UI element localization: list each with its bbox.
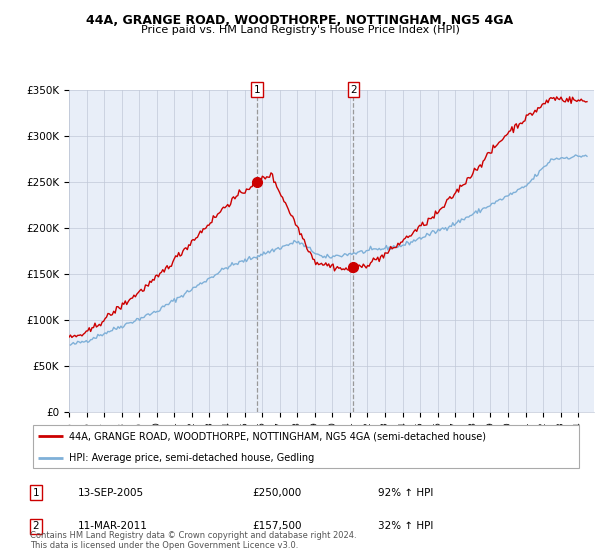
Text: 32% ↑ HPI: 32% ↑ HPI [378, 521, 433, 531]
Text: Price paid vs. HM Land Registry's House Price Index (HPI): Price paid vs. HM Land Registry's House … [140, 25, 460, 35]
Text: 1: 1 [254, 85, 260, 95]
Text: Contains HM Land Registry data © Crown copyright and database right 2024.
This d: Contains HM Land Registry data © Crown c… [30, 530, 356, 550]
Text: 2: 2 [32, 521, 40, 531]
Text: 13-SEP-2005: 13-SEP-2005 [78, 488, 144, 498]
Text: 44A, GRANGE ROAD, WOODTHORPE, NOTTINGHAM, NG5 4GA (semi-detached house): 44A, GRANGE ROAD, WOODTHORPE, NOTTINGHAM… [68, 431, 485, 441]
Text: 92% ↑ HPI: 92% ↑ HPI [378, 488, 433, 498]
Text: 1: 1 [32, 488, 40, 498]
Text: HPI: Average price, semi-detached house, Gedling: HPI: Average price, semi-detached house,… [68, 453, 314, 463]
Text: 2: 2 [350, 85, 357, 95]
Text: £250,000: £250,000 [252, 488, 301, 498]
Text: 11-MAR-2011: 11-MAR-2011 [78, 521, 148, 531]
FancyBboxPatch shape [33, 425, 579, 468]
Text: 44A, GRANGE ROAD, WOODTHORPE, NOTTINGHAM, NG5 4GA: 44A, GRANGE ROAD, WOODTHORPE, NOTTINGHAM… [86, 14, 514, 27]
Text: £157,500: £157,500 [252, 521, 302, 531]
